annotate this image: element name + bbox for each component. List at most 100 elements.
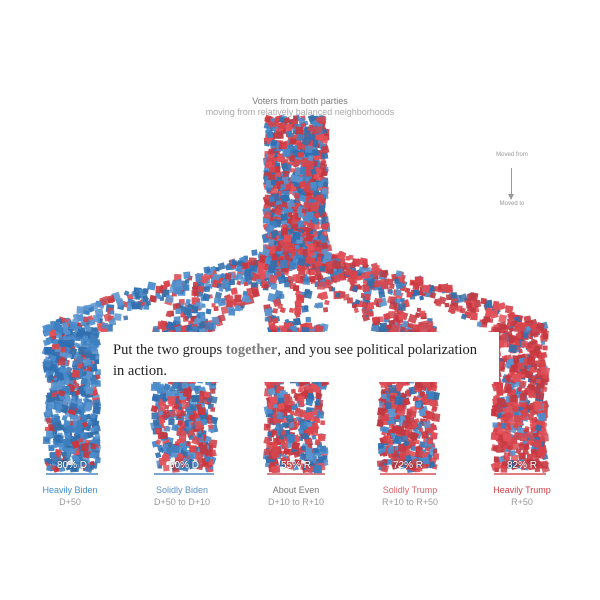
voter-square-trunk [276, 131, 284, 139]
voter-square-branch [83, 317, 89, 323]
voter-square-trunk [304, 145, 313, 154]
voter-square-column [171, 424, 179, 432]
voter-square-column [176, 413, 182, 420]
voter-square-trunk [277, 176, 283, 182]
voter-square-branch [470, 307, 477, 314]
voter-square-branch [435, 298, 443, 306]
voter-square-column [47, 374, 55, 382]
voter-square-column [186, 408, 194, 416]
voter-square-column [168, 418, 175, 426]
voter-square-branch [359, 257, 368, 266]
voter-square-column [51, 392, 57, 398]
voter-square-branch [126, 302, 132, 308]
voter-square-column [82, 335, 89, 342]
voter-square-branch [476, 321, 483, 328]
voter-square-column [44, 346, 52, 355]
voter-square-column [191, 394, 200, 403]
voter-square-trunk [321, 230, 329, 237]
voter-square-column [80, 390, 86, 396]
voter-square-column [82, 357, 92, 367]
voter-square-column [85, 398, 90, 404]
range-solidly-trump: R+10 to R+50 [381, 497, 439, 507]
category-about-even: About Even [272, 485, 320, 495]
voter-square-trunk [290, 168, 295, 173]
voter-square-column [516, 333, 522, 339]
legend-from-label: Moved from [496, 152, 528, 158]
voter-square-column [497, 388, 503, 395]
voter-square-column [311, 434, 317, 440]
voter-square-branch [316, 246, 323, 253]
voter-square-branch [217, 297, 227, 307]
voter-square-branch [294, 319, 300, 325]
voter-square-branch [370, 274, 375, 279]
voter-square-column [53, 456, 59, 463]
voter-square-branch [220, 280, 230, 289]
share-label-heavily-biden: 80% D [56, 460, 87, 471]
voter-square-branch [105, 324, 113, 332]
voter-square-column [388, 384, 397, 394]
voter-square-column [94, 402, 100, 408]
voter-square-branch [279, 259, 289, 269]
voter-square-trunk [282, 194, 291, 203]
voter-square-column [182, 450, 189, 457]
voter-square-branch [146, 281, 157, 291]
voter-square-column [150, 405, 159, 413]
voter-square-column [46, 464, 53, 472]
voter-square-column [319, 445, 327, 453]
voter-square-trunk [320, 135, 329, 144]
voter-square-trunk [303, 202, 310, 209]
voter-square-branch [342, 293, 350, 301]
voter-square-column [72, 455, 81, 464]
voter-square-column [160, 409, 171, 420]
voter-square-column [45, 430, 53, 438]
voter-square-branch [257, 268, 265, 276]
voter-square-column [289, 410, 295, 416]
voter-square-column [175, 462, 183, 470]
voter-square-trunk [280, 213, 288, 221]
voter-square-column [421, 430, 429, 439]
voter-square-trunk [295, 182, 301, 188]
voter-square-column [426, 386, 432, 391]
voter-square-trunk [264, 194, 270, 201]
voter-square-trunk [263, 211, 272, 220]
voter-square-column [522, 332, 529, 339]
voter-square-branch [283, 234, 292, 243]
voter-square-branch [357, 285, 363, 290]
voter-square-branch [228, 278, 236, 286]
voter-square-branch [419, 295, 425, 301]
voter-square-trunk [321, 187, 329, 195]
voter-square-branch [251, 249, 258, 256]
voter-square-branch [173, 316, 181, 324]
voter-square-branch [165, 311, 173, 318]
voter-square-column [77, 398, 83, 404]
callout-emphasis: together [225, 342, 278, 358]
voter-square-branch [412, 289, 420, 296]
voter-square-column [496, 397, 506, 407]
voter-square-trunk [313, 150, 320, 157]
voter-square-column [150, 383, 159, 391]
voter-square-column [431, 405, 438, 413]
voter-square-branch [75, 313, 85, 322]
voter-square-branch [246, 287, 255, 296]
voter-square-branch [445, 285, 453, 294]
voter-square-column [500, 333, 508, 341]
voter-square-column [186, 441, 191, 447]
voter-square-column [49, 445, 54, 451]
voter-square-branch [234, 305, 241, 312]
voter-square-trunk [317, 116, 327, 125]
voter-square-branch [155, 285, 164, 294]
voter-square-column [508, 335, 515, 342]
voter-square-branch [184, 278, 190, 284]
voter-square-column [62, 456, 69, 463]
voter-square-branch [309, 269, 316, 276]
voter-square-branch [241, 294, 250, 303]
voter-square-branch [182, 284, 190, 291]
voter-square-column [92, 425, 99, 432]
voter-square-column [85, 401, 93, 409]
voter-square-trunk [298, 116, 306, 125]
voter-square-column [191, 325, 199, 332]
voter-square-branch [264, 317, 270, 322]
voter-square-column [154, 428, 161, 434]
voter-square-branch [284, 255, 291, 261]
voter-square-branch [183, 316, 189, 322]
